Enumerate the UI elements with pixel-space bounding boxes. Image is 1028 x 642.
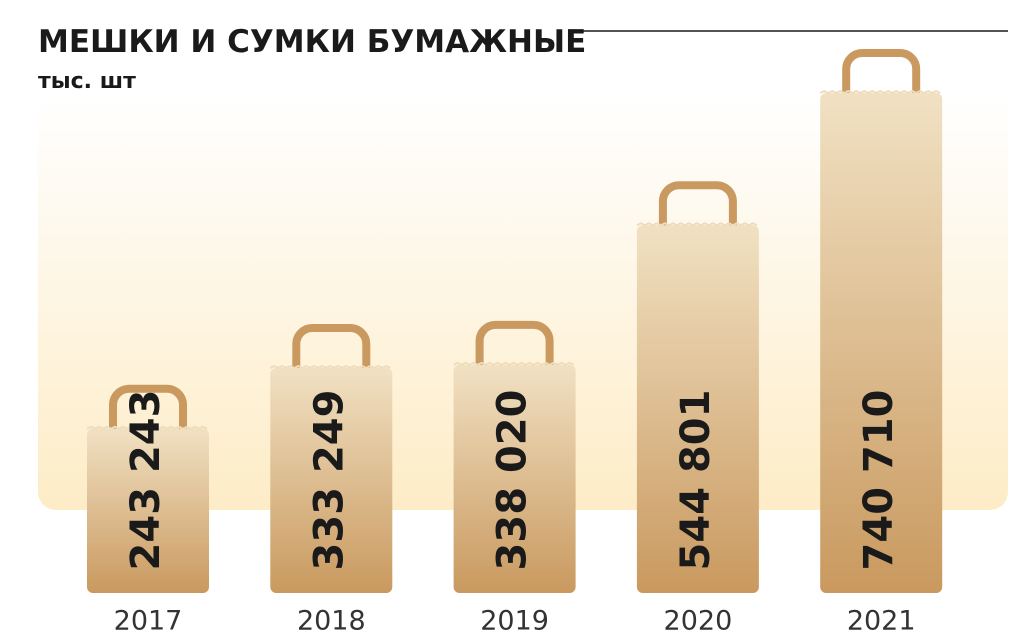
x-tick-label: 2020 bbox=[664, 606, 733, 637]
value-label: 740 710 bbox=[856, 390, 902, 571]
bar bbox=[453, 364, 576, 593]
bag-edge bbox=[86, 425, 208, 430]
bag-edge bbox=[269, 364, 391, 370]
chart-title: МЕШКИ И СУМКИ БУМАЖНЫЕ bbox=[38, 24, 586, 60]
value-label: 544 801 bbox=[673, 390, 719, 571]
bar bbox=[87, 428, 209, 593]
bag-edge bbox=[819, 89, 941, 95]
x-tick-label: 2021 bbox=[847, 606, 916, 637]
bar bbox=[636, 225, 759, 593]
chart-subtitle: тыс. шт bbox=[38, 69, 136, 94]
bar bbox=[270, 368, 393, 593]
bar bbox=[820, 93, 943, 593]
bag-edge bbox=[453, 361, 575, 366]
x-tick-label: 2019 bbox=[480, 606, 549, 637]
x-tick-label: 2017 bbox=[114, 606, 183, 637]
x-tick-label: 2018 bbox=[297, 606, 366, 637]
value-label: 338 020 bbox=[490, 390, 536, 571]
value-label: 243 243 bbox=[123, 390, 169, 571]
bag-edge bbox=[636, 222, 758, 227]
value-label: 333 249 bbox=[306, 390, 352, 571]
